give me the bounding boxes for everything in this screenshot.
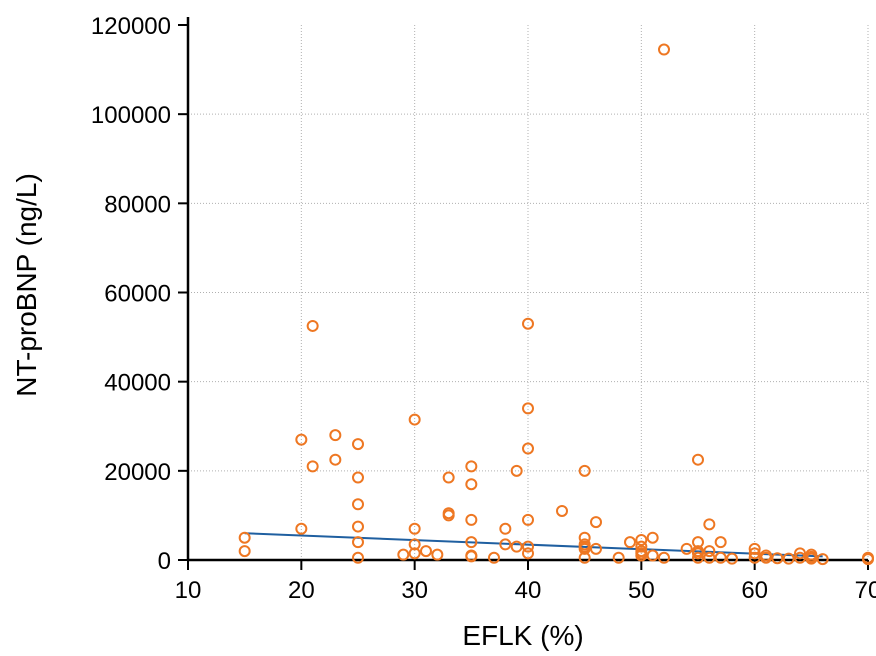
data-point (635, 533, 648, 546)
data-point (329, 453, 342, 466)
data-point (465, 536, 478, 549)
y-tick-label: 0 (158, 548, 171, 575)
x-tick-label: 40 (515, 577, 542, 604)
data-point (680, 542, 693, 555)
x-tick-label: 10 (175, 577, 202, 604)
data-point (692, 547, 704, 560)
x-tick-label: 60 (741, 577, 768, 604)
data-point (578, 542, 591, 555)
data-point (295, 522, 308, 535)
data-point (692, 453, 704, 466)
data-point (408, 522, 421, 535)
y-tick-label: 60000 (104, 281, 171, 308)
x-tick-label: 20 (288, 577, 315, 604)
data-point (352, 536, 364, 549)
data-point (510, 464, 523, 477)
data-point (612, 551, 625, 564)
data-point (499, 538, 512, 551)
data-point (726, 552, 738, 565)
data-point (748, 542, 761, 555)
data-point (352, 498, 364, 511)
data-point (352, 520, 364, 533)
data-point (420, 545, 432, 558)
x-tick-label: 70 (855, 577, 876, 604)
data-point (771, 552, 784, 565)
data-point (431, 548, 444, 561)
data-point (703, 545, 716, 558)
y-tick-label: 20000 (104, 459, 171, 486)
x-tick-label: 50 (628, 577, 655, 604)
grid-lines (188, 25, 869, 560)
y-axis-label: NT-proBNP (ng/L) (11, 173, 42, 397)
data-point (703, 518, 716, 531)
data-point (522, 540, 534, 553)
data-point (714, 551, 727, 564)
data-point (590, 542, 602, 555)
data-point (658, 551, 670, 564)
data-point (578, 551, 591, 564)
x-tick-label: 30 (401, 577, 428, 604)
data-point (748, 551, 761, 564)
data-point (692, 551, 704, 564)
data-point (442, 471, 455, 484)
data-point (306, 460, 319, 473)
data-point (522, 442, 534, 455)
data-point (352, 551, 364, 564)
data-point (522, 317, 534, 330)
data-point (658, 43, 670, 56)
data-point (522, 402, 534, 415)
data-point (556, 504, 568, 517)
y-tick-label: 40000 (104, 370, 171, 397)
data-point (408, 547, 421, 560)
data-point (397, 548, 410, 561)
data-point (624, 536, 636, 549)
data-point (794, 547, 806, 560)
data-point (578, 531, 591, 544)
data-point (794, 551, 806, 564)
axis-ticks: 10 20 30 40 50 60 70 0 20000 40000 60000 80000 10000… (91, 13, 876, 604)
data-point (714, 536, 727, 549)
data-point (782, 552, 795, 565)
data-point (465, 460, 478, 473)
data-point (306, 319, 319, 332)
x-axis-label: EFLK (%) (462, 620, 583, 651)
data-point (238, 545, 251, 558)
data-point (510, 540, 523, 553)
data-point (635, 540, 648, 553)
data-point (408, 413, 421, 426)
data-point (816, 553, 829, 566)
data-point (578, 464, 591, 477)
data-point (465, 478, 478, 491)
data-point (522, 547, 534, 560)
data-point (352, 471, 364, 484)
data-point (499, 522, 512, 535)
y-tick-label: 100000 (91, 102, 171, 129)
data-point (748, 547, 761, 560)
data-point (238, 531, 251, 544)
data-point (465, 513, 478, 526)
data-point (646, 531, 659, 544)
data-point (635, 549, 648, 562)
y-tick-label: 80000 (104, 191, 171, 218)
data-point (352, 438, 364, 451)
data-point (522, 513, 534, 526)
data-point (295, 433, 308, 446)
data-point (805, 552, 818, 565)
data-point (442, 509, 455, 522)
data-point (329, 429, 342, 442)
data-point (590, 516, 602, 529)
data-point (646, 549, 659, 562)
data-point (862, 553, 874, 566)
data-point (703, 551, 716, 564)
data-point (760, 551, 772, 564)
data-points (238, 43, 874, 566)
y-tick-label: 120000 (91, 13, 171, 40)
data-point (692, 536, 704, 549)
data-point (465, 550, 478, 563)
data-point (488, 551, 500, 564)
data-point (408, 538, 421, 551)
